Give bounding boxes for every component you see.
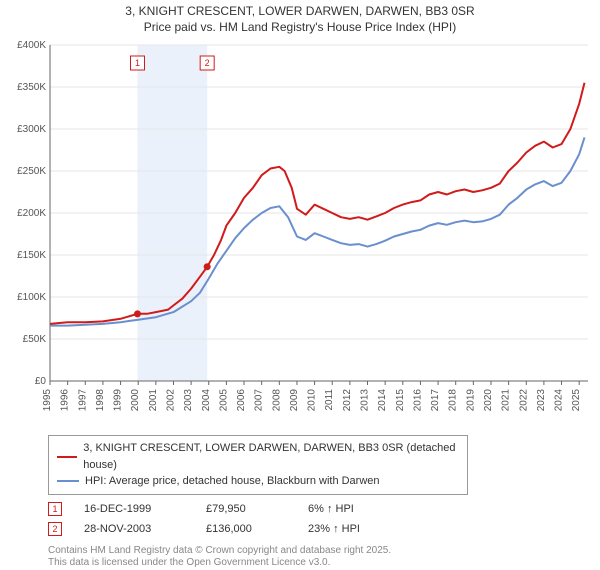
svg-text:1: 1 — [135, 58, 140, 68]
svg-text:2017: 2017 — [430, 389, 441, 412]
sale-marker-2: 2 — [48, 522, 62, 536]
legend-label-property: 3, KNIGHT CRESCENT, LOWER DARWEN, DARWEN… — [83, 440, 459, 473]
svg-text:2022: 2022 — [518, 389, 529, 412]
svg-text:2: 2 — [205, 58, 210, 68]
svg-text:£100K: £100K — [17, 292, 46, 303]
svg-text:2003: 2003 — [183, 389, 194, 412]
sale-row-1: 1 16-DEC-1999 £79,950 6% ↑ HPI — [48, 499, 592, 519]
attribution: Contains HM Land Registry data © Crown c… — [48, 545, 592, 570]
svg-text:2008: 2008 — [271, 389, 282, 412]
svg-text:2024: 2024 — [554, 389, 565, 412]
sale-pct-2: 23% ↑ HPI — [308, 523, 388, 535]
svg-text:1998: 1998 — [95, 389, 106, 412]
chart-svg: £0 £50K £100K £150K £200K £250K £300K £350K £400… — [8, 39, 592, 429]
svg-text:1996: 1996 — [60, 389, 71, 412]
svg-text:2016: 2016 — [412, 389, 423, 412]
svg-text:2023: 2023 — [536, 389, 547, 412]
svg-text:£250K: £250K — [17, 166, 46, 177]
svg-text:2007: 2007 — [254, 389, 265, 412]
attribution-line-2: This data is licensed under the Open Gov… — [48, 557, 592, 570]
svg-text:2013: 2013 — [360, 389, 371, 412]
svg-text:2011: 2011 — [324, 389, 335, 411]
legend-label-hpi: HPI: Average price, detached house, Blac… — [85, 473, 380, 490]
svg-text:2018: 2018 — [448, 389, 459, 412]
sales-list: 1 16-DEC-1999 £79,950 6% ↑ HPI 2 28-NOV-… — [48, 499, 592, 539]
svg-text:2019: 2019 — [465, 389, 476, 412]
svg-text:2000: 2000 — [130, 389, 141, 412]
sale-price-1: £79,950 — [206, 503, 286, 515]
title-line-1: 3, KNIGHT CRESCENT, LOWER DARWEN, DARWEN… — [8, 4, 592, 20]
svg-text:2009: 2009 — [289, 389, 300, 412]
sale-price-2: £136,000 — [206, 523, 286, 535]
sale-date-1: 16-DEC-1999 — [84, 503, 184, 515]
svg-text:1995: 1995 — [42, 389, 53, 412]
svg-text:2020: 2020 — [483, 389, 494, 412]
legend-row-hpi: HPI: Average price, detached house, Blac… — [57, 473, 459, 490]
attribution-line-1: Contains HM Land Registry data © Crown c… — [48, 545, 592, 558]
svg-text:2025: 2025 — [571, 389, 582, 412]
chart: £0 £50K £100K £150K £200K £250K £300K £350K £400… — [8, 39, 592, 429]
svg-text:2002: 2002 — [165, 389, 176, 412]
svg-text:2014: 2014 — [377, 389, 388, 412]
legend-swatch-hpi — [57, 480, 79, 482]
svg-text:2001: 2001 — [148, 389, 159, 412]
svg-text:£50K: £50K — [23, 334, 47, 345]
svg-text:£300K: £300K — [17, 124, 46, 135]
chart-title-block: 3, KNIGHT CRESCENT, LOWER DARWEN, DARWEN… — [8, 4, 592, 35]
svg-text:2015: 2015 — [395, 389, 406, 412]
sale-date-2: 28-NOV-2003 — [84, 523, 184, 535]
svg-text:2021: 2021 — [501, 389, 512, 412]
legend: 3, KNIGHT CRESCENT, LOWER DARWEN, DARWEN… — [48, 435, 468, 495]
svg-text:1999: 1999 — [113, 389, 124, 412]
svg-text:2005: 2005 — [218, 389, 229, 412]
svg-text:1997: 1997 — [77, 389, 88, 412]
svg-text:2010: 2010 — [307, 389, 318, 412]
sale-pct-1: 6% ↑ HPI — [308, 503, 388, 515]
svg-text:£150K: £150K — [17, 250, 46, 261]
svg-text:£0: £0 — [35, 376, 47, 387]
svg-text:2012: 2012 — [342, 389, 353, 412]
svg-text:£400K: £400K — [17, 40, 46, 51]
sale-row-2: 2 28-NOV-2003 £136,000 23% ↑ HPI — [48, 519, 592, 539]
svg-text:2006: 2006 — [236, 389, 247, 412]
svg-text:£200K: £200K — [17, 208, 46, 219]
sale-marker-1: 1 — [48, 502, 62, 516]
title-line-2: Price paid vs. HM Land Registry's House … — [8, 20, 592, 36]
legend-swatch-property — [57, 456, 77, 458]
legend-row-property: 3, KNIGHT CRESCENT, LOWER DARWEN, DARWEN… — [57, 440, 459, 473]
svg-text:£350K: £350K — [17, 82, 46, 93]
svg-text:2004: 2004 — [201, 389, 212, 412]
